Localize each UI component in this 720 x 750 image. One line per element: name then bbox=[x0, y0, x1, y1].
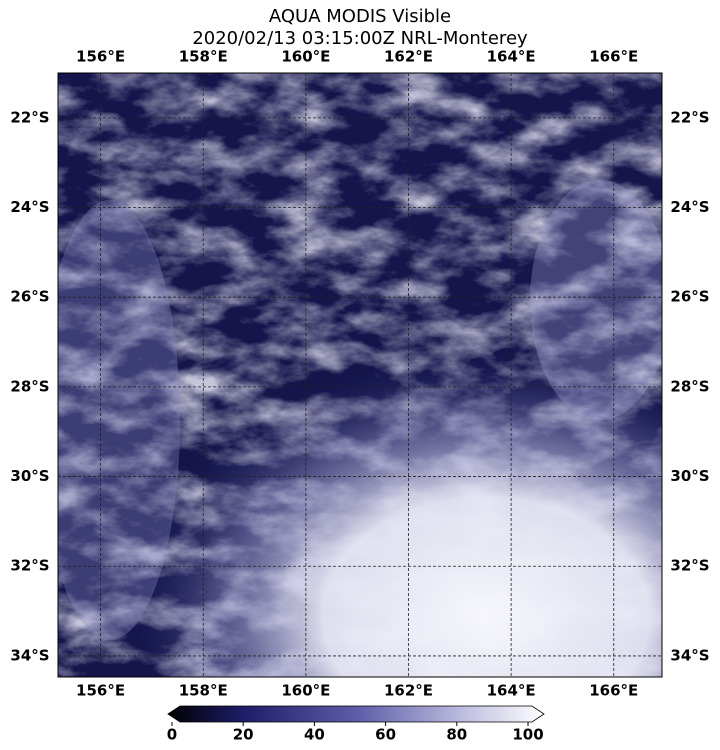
lat-label: 22°S bbox=[670, 108, 709, 126]
lon-label: 164°E bbox=[487, 682, 536, 700]
satellite-image bbox=[58, 73, 662, 677]
lat-label: 22°S bbox=[10, 108, 49, 126]
colorbar-tick-label: 0 bbox=[167, 726, 177, 744]
lat-label: 32°S bbox=[670, 557, 709, 575]
colorbar-tick-label: 40 bbox=[304, 726, 325, 744]
lon-label: 160°E bbox=[281, 48, 330, 66]
colorbar-tick-label: 80 bbox=[446, 726, 467, 744]
lon-label: 156°E bbox=[76, 682, 125, 700]
lon-label: 162°E bbox=[384, 48, 433, 66]
lat-label: 32°S bbox=[10, 557, 49, 575]
lon-label: 166°E bbox=[589, 48, 638, 66]
lat-label: 34°S bbox=[670, 646, 709, 664]
lon-label: 156°E bbox=[76, 48, 125, 66]
lat-label: 28°S bbox=[10, 377, 49, 395]
subtitle: 2020/02/13 03:15:00Z NRL-Monterey bbox=[192, 28, 528, 49]
colorbar-tick-label: 20 bbox=[233, 726, 254, 744]
lon-label: 166°E bbox=[589, 682, 638, 700]
title: AQUA MODIS Visible bbox=[269, 6, 451, 27]
lon-label: 164°E bbox=[487, 48, 536, 66]
lon-label: 162°E bbox=[384, 682, 433, 700]
lat-label: 24°S bbox=[670, 198, 709, 216]
lat-label: 30°S bbox=[10, 467, 49, 485]
lon-label: 158°E bbox=[179, 48, 228, 66]
colorbar bbox=[167, 705, 545, 723]
lat-label: 26°S bbox=[670, 288, 709, 306]
lat-label: 28°S bbox=[670, 377, 709, 395]
lon-label: 160°E bbox=[281, 682, 330, 700]
lat-label: 24°S bbox=[10, 198, 49, 216]
lat-label: 26°S bbox=[10, 288, 49, 306]
colorbar-tick-label: 60 bbox=[375, 726, 396, 744]
map-frame bbox=[57, 72, 663, 678]
colorbar-tick-label: 100 bbox=[512, 726, 543, 744]
lat-label: 30°S bbox=[670, 467, 709, 485]
lat-label: 34°S bbox=[10, 646, 49, 664]
lon-label: 158°E bbox=[179, 682, 228, 700]
